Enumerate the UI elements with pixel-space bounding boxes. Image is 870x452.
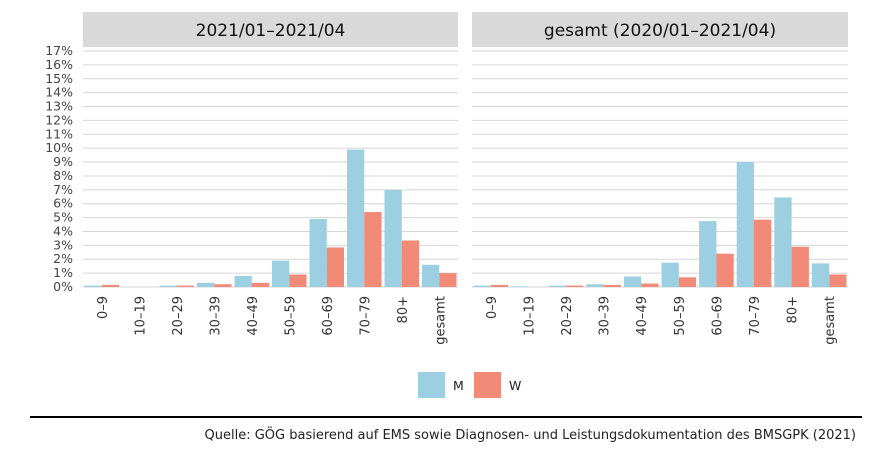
x-tick-label: 10–19 xyxy=(522,296,537,336)
x-tick-label: 30–39 xyxy=(598,296,613,336)
bar-w xyxy=(829,274,847,287)
bar-m xyxy=(548,285,566,287)
x-tick-label: 0–9 xyxy=(96,296,111,319)
bar-w xyxy=(364,212,382,287)
x-tick-label: gesamt xyxy=(433,296,448,345)
bar-m xyxy=(422,264,440,287)
bar-m xyxy=(736,162,754,287)
x-tick-label: 60–69 xyxy=(710,296,725,336)
bar-m xyxy=(234,275,252,287)
x-tick-label: 80+ xyxy=(786,296,801,323)
y-tick-label: 7% xyxy=(53,182,73,197)
x-tick-label: 10–19 xyxy=(133,296,148,336)
x-tick-label: 20–29 xyxy=(171,296,186,336)
bar-m xyxy=(84,285,102,287)
bar-m xyxy=(623,276,642,287)
y-tick-label: 2% xyxy=(53,251,73,266)
x-tick-label: 0–9 xyxy=(485,296,500,319)
x-tick-label: 50–59 xyxy=(283,296,298,336)
bar-m xyxy=(699,221,717,287)
bar-w xyxy=(214,284,232,287)
bar-w xyxy=(101,284,119,287)
panel-header xyxy=(83,12,458,47)
y-tick-label: 16% xyxy=(45,57,73,72)
bar-w xyxy=(641,283,659,287)
x-tick-label: 70–79 xyxy=(358,296,373,336)
bar-w xyxy=(791,246,809,287)
bar-m xyxy=(347,149,365,287)
legend-label-w: W xyxy=(509,378,521,393)
bar-w xyxy=(566,285,584,287)
bar-w xyxy=(439,273,457,287)
y-tick-label: 0% xyxy=(53,279,73,294)
bar-m xyxy=(473,285,491,287)
bar-m xyxy=(309,218,327,287)
bar-m xyxy=(384,189,402,287)
y-tick-label: 3% xyxy=(53,237,73,252)
bar-w xyxy=(490,284,509,287)
bar-m xyxy=(774,197,792,287)
bar-m xyxy=(272,260,290,287)
source-note: Quelle: GÖG basierend auf EMS sowie Diag… xyxy=(204,428,856,443)
bar-m xyxy=(661,262,679,287)
bar-w xyxy=(289,274,307,287)
y-tick-label: 4% xyxy=(53,223,73,238)
bar-w xyxy=(603,284,621,287)
panel-title: 2021/01–2021/04 xyxy=(196,21,346,41)
bar-w xyxy=(176,285,194,287)
bar-w xyxy=(401,240,419,287)
y-tick-label: 11% xyxy=(45,126,73,141)
x-tick-label: 70–79 xyxy=(748,296,763,336)
y-tick-label: 1% xyxy=(53,265,73,280)
x-tick-label: 60–69 xyxy=(321,296,336,336)
y-tick-label: 6% xyxy=(53,196,73,211)
y-tick-label: 12% xyxy=(45,112,73,127)
x-tick-label: 20–29 xyxy=(560,296,575,336)
legend-swatch-m xyxy=(418,372,445,398)
source-divider xyxy=(30,416,862,418)
y-tick-label: 5% xyxy=(53,210,73,225)
panel-header xyxy=(472,12,848,47)
legend-label-m: M xyxy=(453,378,464,393)
bar-w xyxy=(251,282,269,287)
x-tick-label: 30–39 xyxy=(208,296,223,336)
bar-m xyxy=(811,263,830,287)
x-tick-label: gesamt xyxy=(823,296,838,345)
y-tick-label: 15% xyxy=(45,71,73,86)
x-tick-label: 80+ xyxy=(396,296,411,323)
y-tick-label: 8% xyxy=(53,168,73,183)
bar-w xyxy=(716,253,734,287)
bar-w xyxy=(678,277,697,287)
bar-w xyxy=(754,219,772,287)
bar-w xyxy=(326,247,344,287)
y-tick-label: 10% xyxy=(45,140,73,155)
x-tick-label: 50–59 xyxy=(673,296,688,336)
x-tick-label: 40–49 xyxy=(635,296,650,336)
bar-m xyxy=(159,285,177,287)
y-tick-label: 17% xyxy=(45,43,73,58)
bar-m xyxy=(586,284,604,287)
bar-m xyxy=(197,282,215,287)
x-tick-label: 40–49 xyxy=(246,296,261,336)
legend-swatch-w xyxy=(474,372,501,398)
y-tick-label: 14% xyxy=(45,85,73,100)
panel-title: gesamt (2020/01–2021/04) xyxy=(544,21,776,41)
y-tick-label: 13% xyxy=(45,99,73,114)
y-tick-label: 9% xyxy=(53,154,73,169)
bar-m xyxy=(511,286,529,287)
